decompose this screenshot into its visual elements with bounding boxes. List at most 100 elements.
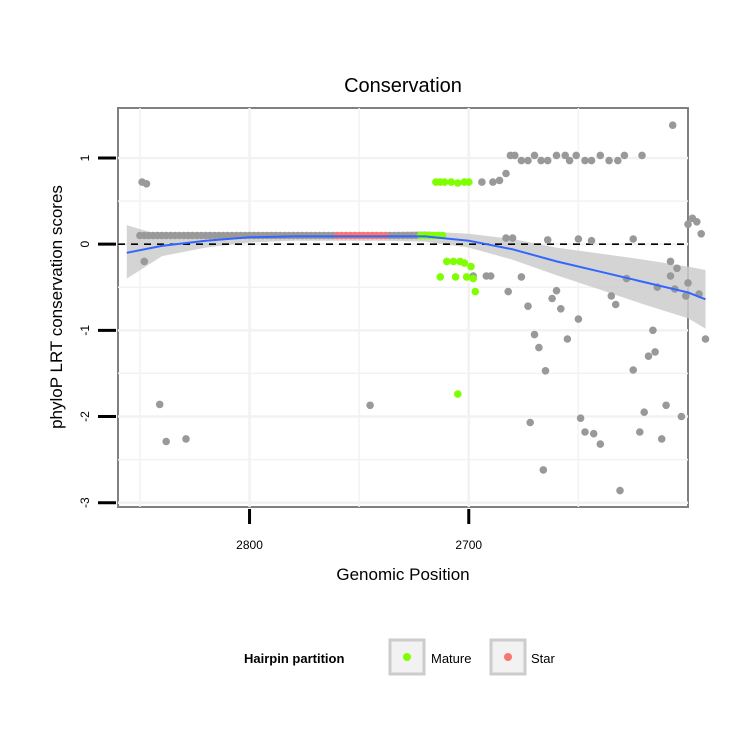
other-point <box>673 264 681 273</box>
other-point <box>162 437 170 446</box>
legend-label-star: Star <box>531 651 556 666</box>
other-point <box>666 272 675 280</box>
mature-point <box>469 274 478 283</box>
other-point <box>611 300 620 309</box>
other-point <box>541 367 550 375</box>
mature-point <box>451 273 460 281</box>
x-axis-title: Genomic Position <box>336 565 469 584</box>
loess-smooth-line <box>126 235 706 301</box>
other-point <box>587 156 596 165</box>
y-axis: 1 0 -1 -2 -3 <box>78 154 116 508</box>
other-point <box>657 435 666 443</box>
other-point <box>478 178 486 186</box>
other-point <box>552 286 561 295</box>
other-point <box>537 156 545 165</box>
plot-panel <box>117 107 689 508</box>
other-point <box>142 180 151 188</box>
other-point <box>539 466 548 474</box>
y-tick-label: -2 <box>78 411 92 422</box>
legend-swatch-mature <box>403 653 411 661</box>
mature-point <box>447 178 456 186</box>
other-point <box>596 440 605 448</box>
other-point <box>636 428 644 436</box>
other-point <box>552 151 561 160</box>
mature-point <box>465 178 473 186</box>
other-point <box>182 435 190 443</box>
legend-swatch-star <box>504 653 512 661</box>
other-point <box>587 236 596 245</box>
other-point <box>605 156 613 165</box>
mature-point <box>460 259 469 267</box>
y-tick-label: 0 <box>78 241 92 248</box>
other-point <box>572 151 580 160</box>
mature-point <box>462 273 471 281</box>
other-point <box>682 292 690 300</box>
other-point <box>581 156 589 165</box>
other-point <box>644 352 653 361</box>
other-point <box>535 343 543 352</box>
other-point <box>616 486 624 495</box>
other-point <box>684 279 692 287</box>
other-point <box>486 272 495 280</box>
mature-point <box>449 257 458 266</box>
other-point <box>638 151 646 160</box>
other-point <box>565 156 574 165</box>
other-point <box>668 121 677 129</box>
mature-point <box>436 273 445 281</box>
other-point <box>524 302 532 311</box>
other-point <box>557 305 565 313</box>
legend-title: Hairpin partition <box>244 651 344 666</box>
y-tick-label: -1 <box>78 325 92 336</box>
chart-title: Conservation <box>344 75 462 97</box>
other-point <box>502 169 510 178</box>
other-point <box>677 412 686 421</box>
other-point <box>629 235 637 243</box>
other-point <box>629 366 637 374</box>
x-axis: 2800 2700 <box>236 509 482 552</box>
legend-label-mature: Mature <box>431 651 471 666</box>
other-point <box>649 326 657 335</box>
other-point <box>530 330 539 339</box>
other-point <box>701 335 710 343</box>
y-axis-title: phyloP LRT conservation scores <box>47 185 66 429</box>
other-point <box>693 218 701 226</box>
other-point <box>526 418 534 427</box>
legend: Hairpin partition Mature Star <box>244 638 556 676</box>
other-point <box>543 236 552 244</box>
mature-point <box>467 262 475 271</box>
other-point <box>561 151 569 160</box>
other-point <box>596 151 605 160</box>
mature-point <box>454 390 462 398</box>
other-point <box>589 429 598 438</box>
other-point <box>548 294 556 303</box>
other-point <box>140 257 149 266</box>
y-tick-label: 1 <box>78 154 92 161</box>
other-point <box>524 156 532 165</box>
other-point <box>620 151 629 160</box>
other-point <box>511 151 519 160</box>
other-point <box>517 273 526 281</box>
other-point <box>651 348 659 356</box>
other-point <box>366 401 374 410</box>
other-point <box>662 401 670 410</box>
other-point <box>563 335 572 343</box>
other-point <box>155 400 164 409</box>
x-tick-label: 2700 <box>455 538 482 552</box>
other-point <box>502 234 510 242</box>
confidence-band-area <box>126 225 706 329</box>
other-point <box>504 287 512 296</box>
other-point <box>574 235 583 243</box>
mature-point <box>440 178 449 186</box>
other-point <box>614 156 622 165</box>
other-point <box>581 428 589 436</box>
other-point <box>543 156 552 165</box>
x-tick-label: 2800 <box>236 538 263 552</box>
other-point <box>607 292 616 300</box>
other-point <box>666 257 675 266</box>
confidence-band <box>126 225 706 329</box>
other-point <box>574 315 583 323</box>
mature-point <box>471 287 480 296</box>
other-point <box>697 230 705 238</box>
y-tick-label: -3 <box>78 497 92 508</box>
